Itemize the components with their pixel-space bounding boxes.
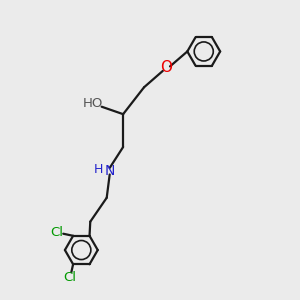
Text: O: O: [160, 60, 172, 75]
Text: N: N: [104, 164, 115, 178]
Text: Cl: Cl: [50, 226, 63, 239]
Text: Cl: Cl: [64, 271, 76, 284]
Text: H: H: [94, 163, 103, 176]
Text: HO: HO: [83, 97, 104, 110]
